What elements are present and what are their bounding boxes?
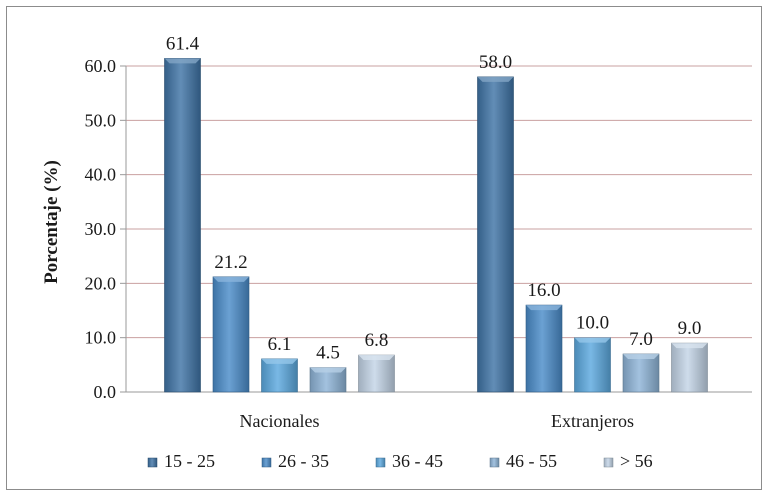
bar-bevel (358, 355, 395, 361)
bar-extranjeros-5 (671, 342, 708, 393)
y-tick-label: 20.0 (85, 273, 117, 293)
bar-nacionales-3 (261, 358, 298, 393)
y-axis-ticks: 0.0 10.0 20.0 30.0 40.0 50.0 60.0 (85, 56, 127, 402)
bar-extranjeros-4 (622, 353, 660, 393)
bar-bevel (477, 76, 514, 82)
data-label: 7.0 (629, 329, 653, 350)
bar-bevel (526, 305, 562, 311)
data-label: 61.4 (166, 33, 200, 54)
y-tick-label: 10.0 (85, 328, 117, 348)
data-label: 10.0 (576, 313, 609, 334)
legend-swatch (603, 457, 614, 468)
data-label: 4.5 (316, 343, 340, 364)
y-tick-label: 40.0 (85, 165, 117, 185)
bar-bevel (164, 58, 201, 64)
legend-label: > 56 (620, 451, 653, 471)
legend-swatch (489, 457, 500, 468)
legend: 15 - 25 26 - 35 36 - 45 46 - 55 > 56 (147, 451, 653, 471)
bar-extranjeros-3 (574, 337, 611, 393)
legend-label: 26 - 35 (278, 451, 329, 471)
data-label: 6.1 (268, 334, 292, 355)
x-axis: Nacionales Extranjeros (240, 411, 634, 431)
y-tick-label: 30.0 (85, 219, 117, 239)
legend-swatch (261, 457, 272, 468)
y-tick-label: 60.0 (85, 56, 117, 76)
bar-bevel (261, 358, 298, 364)
bar-bevel (623, 353, 659, 359)
data-label: 21.2 (214, 252, 247, 273)
bar-bevel (671, 343, 708, 349)
bar-nacionales-1 (164, 58, 201, 393)
bar-nacionales-5 (358, 354, 395, 393)
bar-extranjeros-1 (477, 76, 514, 393)
bar-nacionales-2 (212, 276, 250, 393)
bar-bevel (574, 337, 611, 343)
legend-label: 15 - 25 (164, 451, 215, 471)
data-label: 9.0 (678, 318, 702, 339)
data-label: 6.8 (365, 330, 389, 351)
bars: 61.4 21.2 6.1 4.5 6.8 58.0 16.0 10.0 7.0 9.0 (164, 33, 708, 393)
data-label: 58.0 (479, 52, 512, 73)
category-label: Nacionales (240, 411, 320, 431)
y-tick-label: 0.0 (94, 382, 117, 402)
y-tick-label: 50.0 (85, 110, 117, 130)
bar-bevel (310, 367, 346, 373)
chart-frame (6, 6, 762, 490)
legend-label: 36 - 45 (392, 451, 443, 471)
legend-swatch (147, 457, 158, 468)
category-label: Extranjeros (551, 411, 634, 431)
legend-label: 46 - 55 (506, 451, 557, 471)
bar-extranjeros-2 (525, 304, 563, 393)
y-axis-title: Porcentaje (%) (41, 160, 62, 284)
data-label: 16.0 (527, 280, 560, 301)
bar-bevel (213, 276, 249, 282)
legend-swatch (375, 457, 386, 468)
